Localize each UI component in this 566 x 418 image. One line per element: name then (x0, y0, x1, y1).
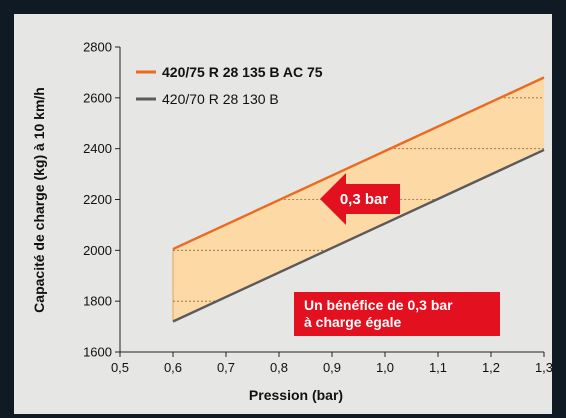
benefit-box (294, 292, 500, 336)
chart-panel: 0,5 0,6 0,7 0,8 0,9 1,0 1,1 1,2 1,3 1600 1800 2000 2… (14, 14, 552, 414)
benefit-callout: Un bénéfice de 0,3 bar à charge égale (294, 292, 500, 336)
x-tick-label: 0,7 (217, 360, 235, 375)
pressure-arrow (320, 173, 400, 225)
y-tick-label: 2800 (83, 40, 112, 55)
y-tick-label: 1600 (83, 345, 112, 360)
series-line-2 (172, 148, 545, 323)
y-tick-label: 2200 (83, 192, 112, 207)
x-tick-label: 0,9 (323, 360, 341, 375)
x-tick-label: 1,3 (535, 360, 552, 375)
x-axis-title: Pression (bar) (249, 387, 343, 403)
legend: 420/75 R 28 135 B AC 75 420/70 R 28 130 … (136, 64, 323, 107)
series-line-1 (172, 76, 545, 251)
legend-label-series-1: 420/75 R 28 135 B AC 75 (162, 64, 323, 80)
x-tick-label: 0,8 (270, 360, 288, 375)
x-tick-label: 1,2 (482, 360, 500, 375)
y-axis-title: Capacité de charge (kg) à 10 km/h (31, 87, 47, 313)
pressure-arrow-callout: 0,3 bar (320, 173, 400, 225)
benefit-text-line-2: à charge égale (304, 314, 401, 330)
x-tick-label: 0,6 (164, 360, 182, 375)
legend-label-series-2: 420/70 R 28 130 B (162, 91, 279, 107)
y-tick-label: 2000 (83, 243, 112, 258)
y-tick-label: 2400 (83, 141, 112, 156)
chart: 0,5 0,6 0,7 0,8 0,9 1,0 1,1 1,2 1,3 1600 1800 2000 2… (31, 40, 552, 404)
x-tick-label: 1,0 (376, 360, 394, 375)
y-tick-label: 2600 (83, 90, 112, 105)
benefit-text-line-1: Un bénéfice de 0,3 bar (304, 297, 453, 313)
y-tick-label: 1800 (83, 294, 112, 309)
pressure-arrow-label: 0,3 bar (340, 191, 389, 208)
x-tick-label: 0,5 (111, 360, 129, 375)
x-tick-label: 1,1 (429, 360, 447, 375)
